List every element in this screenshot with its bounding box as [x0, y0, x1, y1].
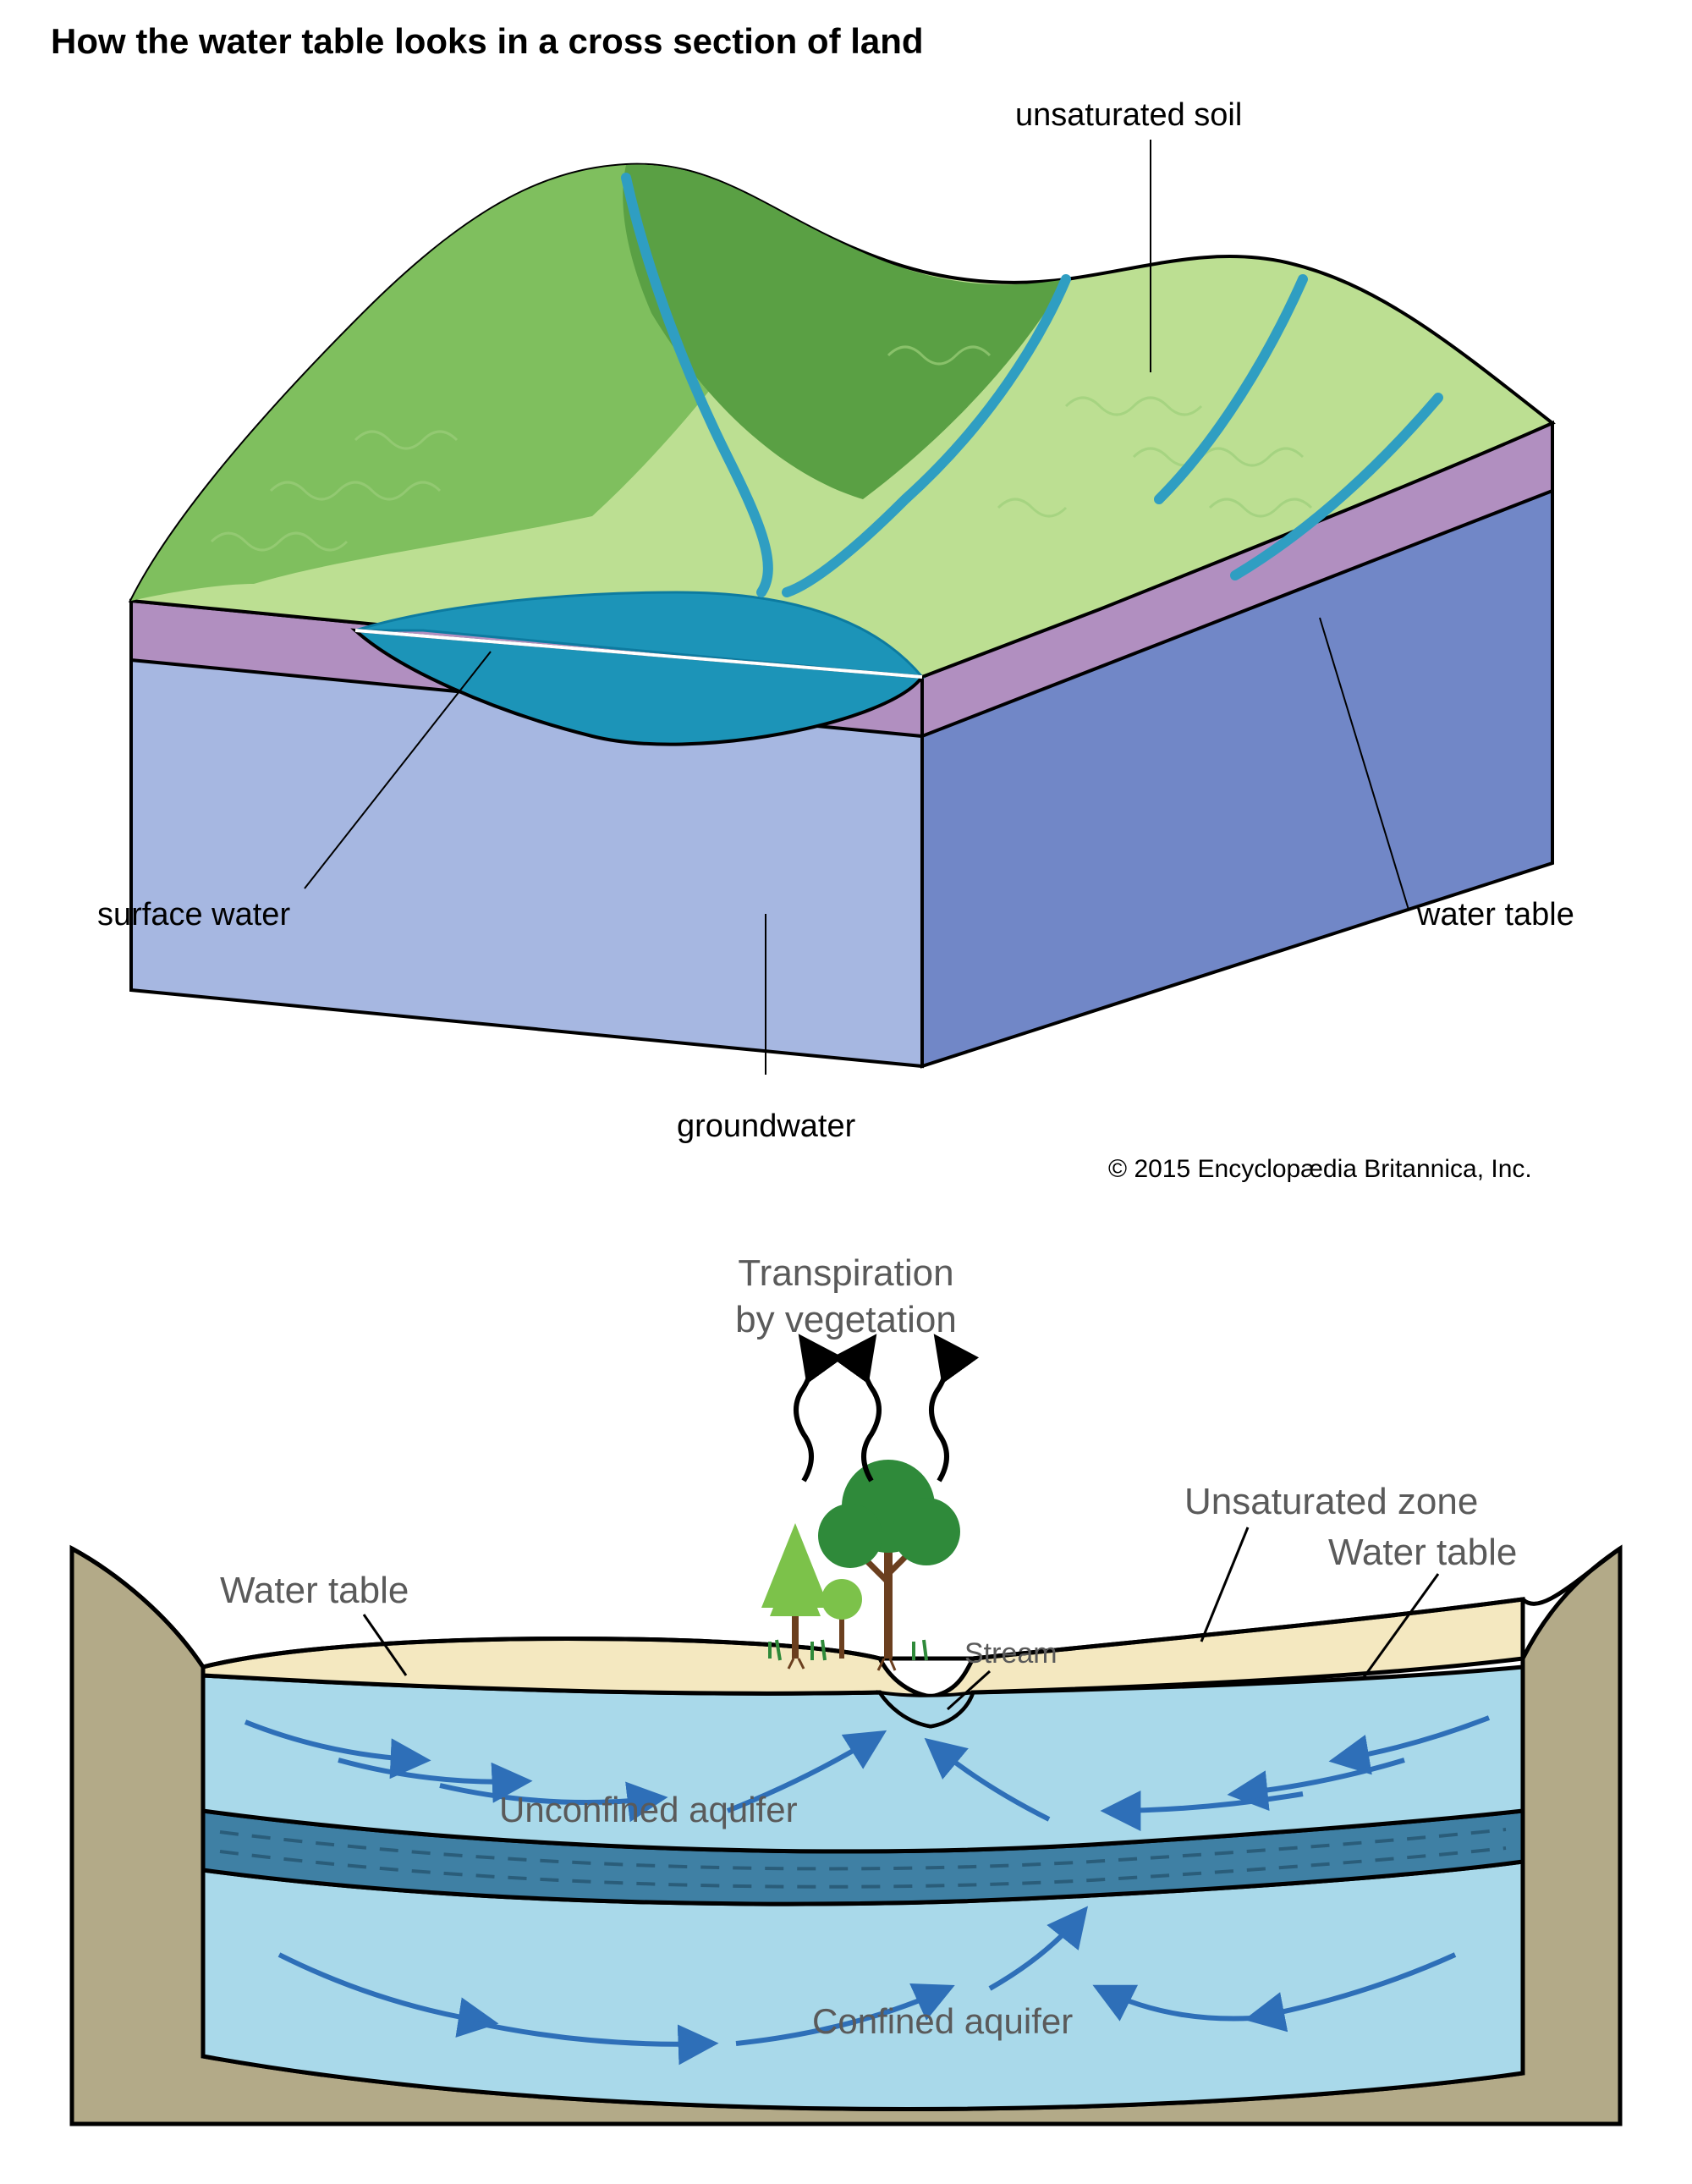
- label-water-table-top: water table: [1417, 897, 1574, 933]
- label-water-table-left: Water table: [220, 1570, 409, 1612]
- label-transpiration-1: Transpiration: [34, 1252, 1658, 1295]
- label-unsat-zone: Unsaturated zone: [1184, 1481, 1478, 1523]
- top-diagram: [0, 0, 1692, 1185]
- copyright-text: © 2015 Encyclopædia Britannica, Inc.: [1108, 1155, 1532, 1184]
- label-stream: Stream: [964, 1637, 1058, 1670]
- label-unconfined-aquifer: Unconfined aquifer: [499, 1790, 798, 1830]
- label-water-table-right: Water table: [1328, 1532, 1517, 1574]
- trees: [761, 1460, 960, 1670]
- label-unsaturated-soil: unsaturated soil: [1015, 97, 1242, 134]
- label-groundwater: groundwater: [677, 1109, 855, 1145]
- label-confined-aquifer: Confined aquifer: [812, 2001, 1073, 2042]
- label-transpiration-2: by vegetation: [34, 1299, 1658, 1341]
- transpiration-arrows: [796, 1341, 947, 1481]
- label-surface-water: surface water: [97, 897, 290, 933]
